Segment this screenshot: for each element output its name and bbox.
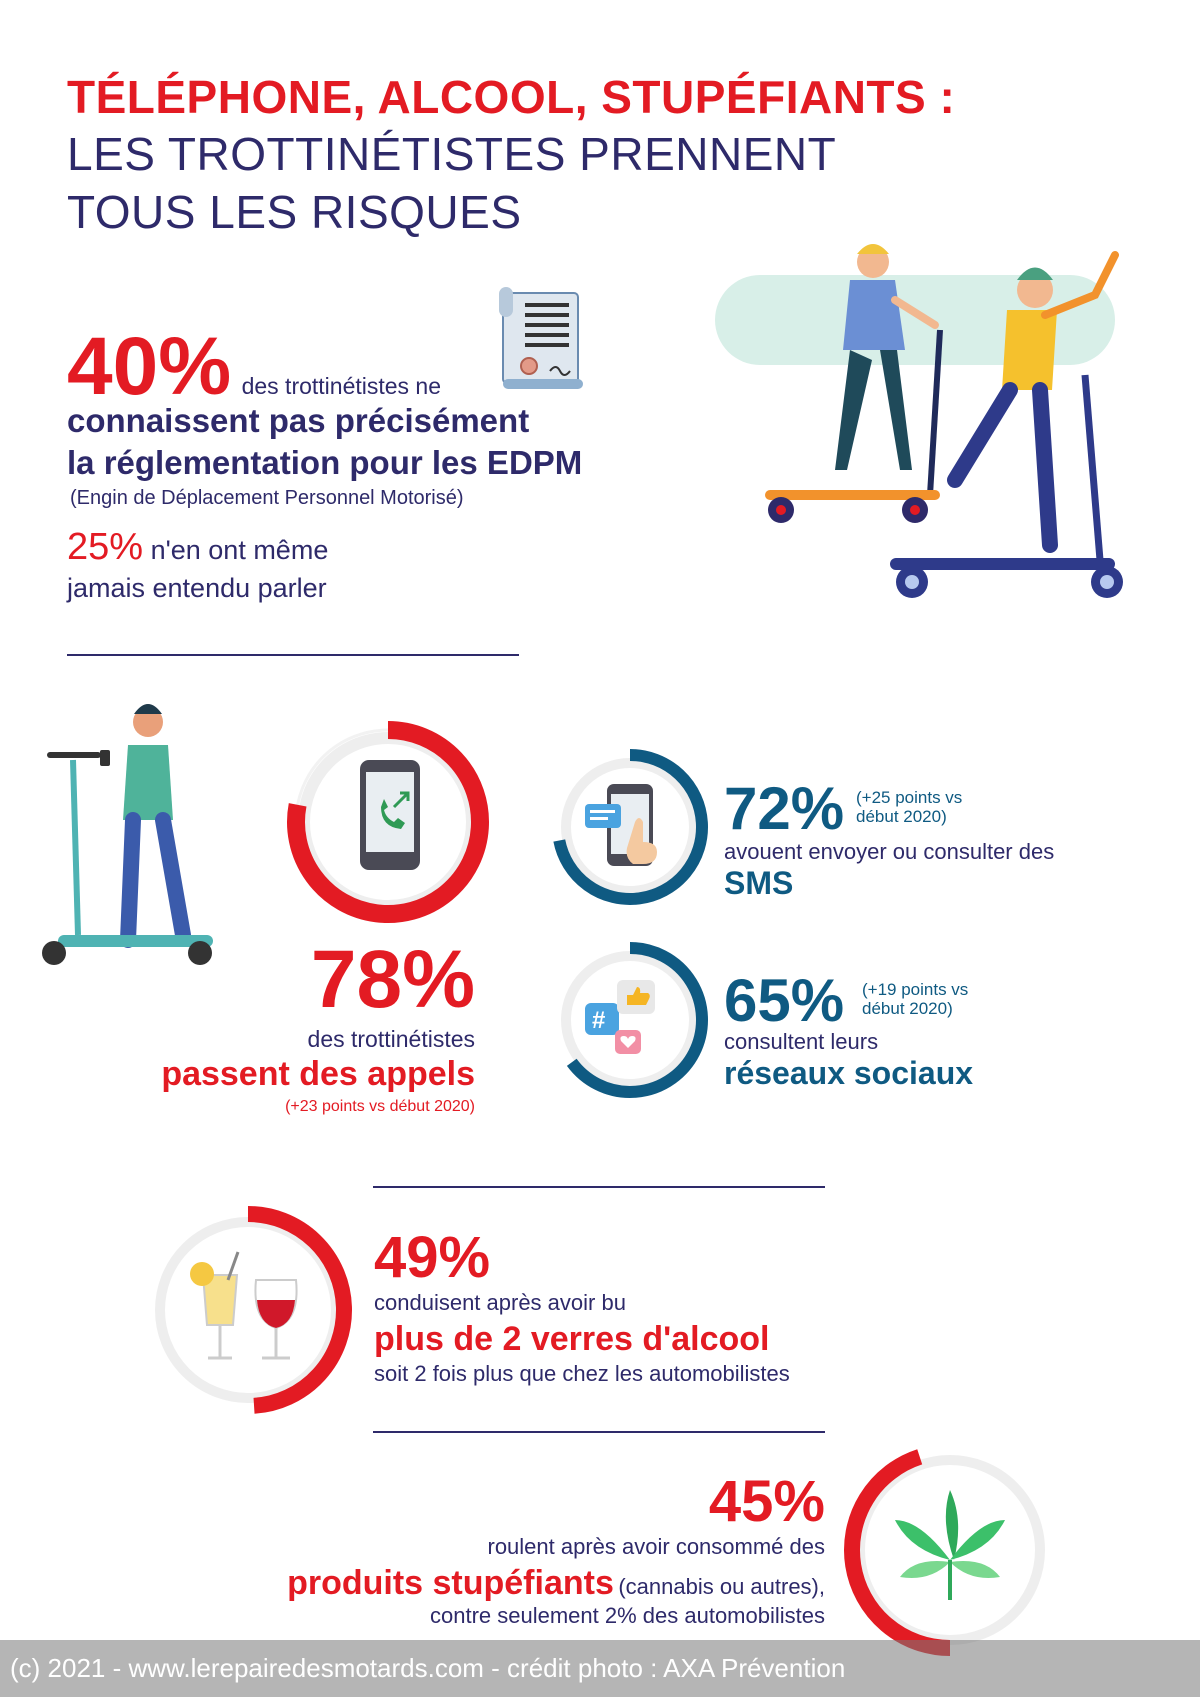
title-line-1: TÉLÉPHONE, ALCOOL, STUPÉFIANTS : <box>67 71 956 123</box>
drugs-pct: 45% <box>708 1469 825 1534</box>
social-note: (+19 points vs début 2020) <box>862 980 968 1018</box>
document-icon <box>495 283 595 393</box>
drugs-text: 45% roulent après avoir consommé des pro… <box>150 1470 825 1629</box>
social-note-1: (+19 points vs <box>862 980 969 999</box>
calls-pct: 78% <box>310 934 475 1025</box>
social-note-2: début 2020) <box>862 999 953 1018</box>
calls-line1: des trottinétistes <box>307 1026 475 1052</box>
social-line1: consultent leurs <box>724 1029 879 1054</box>
alcohol-line1: conduisent après avoir bu <box>374 1290 626 1315</box>
drugs-gauge-arc <box>844 1449 951 1656</box>
calls-note: (+23 points vs début 2020) <box>285 1098 475 1115</box>
divider-1 <box>67 654 519 656</box>
regulation-text-2a: n'en ont même <box>150 535 329 565</box>
social-gauge: # <box>545 935 715 1105</box>
social-gauge-arc <box>566 942 708 1098</box>
drugs-bold: produits stupéfiants <box>287 1564 614 1602</box>
sms-note-1: (+25 points vs <box>856 788 963 807</box>
alcohol-gauge-arc <box>247 1206 352 1414</box>
calls-gauge-arc <box>287 721 489 923</box>
copyright-footer: (c) 2021 - www.lerepairedesmotards.com -… <box>0 1640 1200 1697</box>
alcohol-text: 49% conduisent après avoir bu plus de 2 … <box>374 1226 974 1387</box>
drugs-line2: contre seulement 2% des automobilistes <box>430 1603 825 1628</box>
drugs-after: (cannabis ou autres), <box>618 1574 825 1599</box>
phone-call-icon <box>360 760 420 870</box>
calls-text: 78% des trottinétistes passent des appel… <box>100 938 475 1116</box>
drugs-bold-row: produits stupéfiants (cannabis ou autres… <box>150 1564 825 1603</box>
divider-2 <box>373 1186 825 1188</box>
regulation-pct: 40% <box>67 321 232 412</box>
title-line-2-text: LES TROTTINÉTISTES PRENNENT <box>67 128 837 180</box>
alcohol-pct: 49% <box>374 1225 491 1290</box>
regulation-bold-1: connaissent pas précisément <box>67 402 530 439</box>
regulation-bold: connaissent pas précisément la réglement… <box>67 400 582 484</box>
sms-note-2: début 2020) <box>856 807 947 826</box>
cannabis-leaf-icon <box>895 1490 1005 1600</box>
divider-3 <box>373 1431 825 1433</box>
regulation-note: (Engin de Déplacement Personnel Motorisé… <box>70 487 464 509</box>
alcohol-gauge <box>148 1200 358 1420</box>
alcohol-line2: soit 2 fois plus que chez les automobili… <box>374 1361 790 1386</box>
social-bold: réseaux sociaux <box>724 1055 974 1091</box>
sms-gauge-arc <box>553 749 708 905</box>
title-line-3-text: TOUS LES RISQUES <box>67 186 522 238</box>
drinks-icon <box>190 1251 298 1360</box>
sms-gauge <box>545 742 715 912</box>
calls-bold: passent des appels <box>161 1055 475 1093</box>
regulation-pct-2: 25% <box>67 526 144 568</box>
title-line-2: LES TROTTINÉTISTES PRENNENT TOUS LES RIS… <box>67 125 836 241</box>
regulation-block: 40% des trottinétistes ne <box>67 320 441 414</box>
alcohol-bold: plus de 2 verres d'alcool <box>374 1320 770 1358</box>
drugs-line1: roulent après avoir consommé des <box>487 1534 826 1559</box>
social-pct: 65% <box>724 967 845 1034</box>
regulation-text-2b: jamais entendu parler <box>67 573 327 603</box>
regulation-secondary: 25% n'en ont même jamais entendu parler <box>67 528 328 607</box>
sms-phone-icon <box>585 784 657 866</box>
riders-illustration <box>715 240 1145 610</box>
phone-scooter-illustration <box>38 700 228 970</box>
sms-line1: avouent envoyer ou consulter des <box>724 839 1055 864</box>
sms-pct: 72% <box>724 775 845 842</box>
drugs-gauge <box>840 1440 1060 1660</box>
sms-text: 72% (+25 points vs début 2020) avouent e… <box>724 774 1164 902</box>
social-media-icon: # <box>585 980 655 1054</box>
social-text: 65% (+19 points vs début 2020) consulten… <box>724 966 1164 1092</box>
regulation-lead: des trottinétistes ne <box>241 373 442 399</box>
sms-note: (+25 points vs début 2020) <box>856 788 962 826</box>
svg-text:#: # <box>592 1007 605 1034</box>
regulation-bold-2: la réglementation pour les EDPM <box>67 444 583 481</box>
calls-gauge <box>278 712 498 932</box>
sms-bold: SMS <box>724 865 794 901</box>
